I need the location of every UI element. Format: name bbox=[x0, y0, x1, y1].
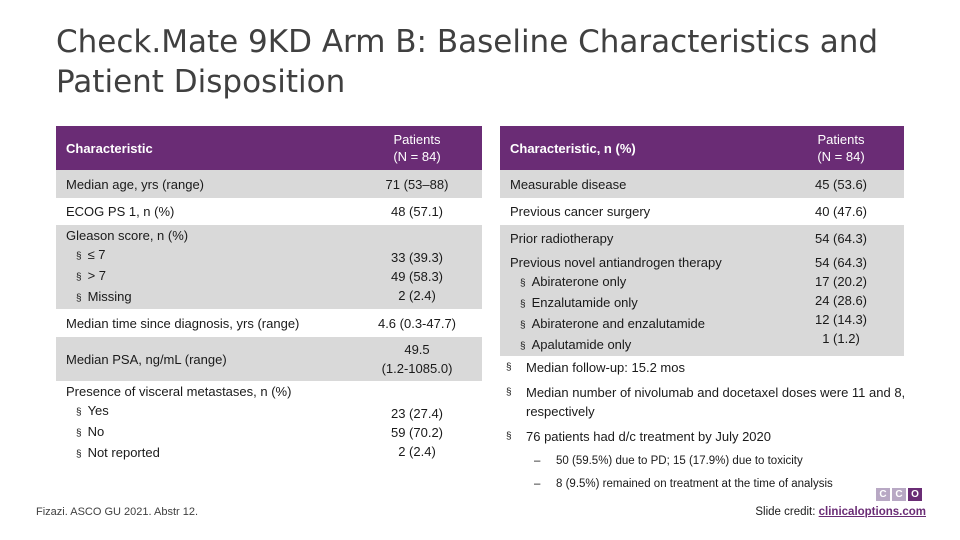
header-patients: Patients (N = 84) bbox=[352, 126, 482, 170]
sub-item: § Yes bbox=[76, 403, 109, 418]
row-label: ECOG PS 1, n (%) bbox=[66, 204, 175, 219]
bullet-icon: § bbox=[506, 431, 512, 442]
bullet-icon: § bbox=[506, 362, 512, 373]
logo-letter: C bbox=[892, 488, 906, 501]
header-characteristic: Characteristic bbox=[56, 126, 352, 170]
logo-letter: C bbox=[876, 488, 890, 501]
credit-link[interactable]: clinicaloptions.com bbox=[818, 506, 926, 518]
bullet-icon: § bbox=[520, 299, 526, 310]
table-row: Prior radiotherapy 54 (64.3) bbox=[500, 225, 904, 251]
row-values: 33 (39.3) 49 (58.3) 2 (2.4) bbox=[352, 225, 482, 309]
dash-icon: – bbox=[534, 455, 541, 467]
row-label-group: Presence of visceral metastases, n (%) §… bbox=[56, 381, 352, 465]
table-row: Gleason score, n (%) § ≤ 7 § > 7 § Missing … bbox=[56, 225, 482, 309]
row-label: Median time since diagnosis, yrs (range) bbox=[66, 315, 300, 331]
sub-item: § Not reported bbox=[76, 445, 160, 460]
sub-bullet-item: – 8 (9.5%) remained on treatment at the … bbox=[500, 477, 910, 492]
sub-item: § ≤ 7 bbox=[76, 247, 106, 262]
header-patients-line1: Patients bbox=[817, 132, 865, 147]
header-patients-line2: (N = 84) bbox=[393, 149, 441, 164]
row-label: Measurable disease bbox=[500, 170, 778, 198]
row-value: 45 (53.6) bbox=[778, 170, 904, 198]
table-row: Median PSA, ng/mL (range) 49.5 (1.2-1085… bbox=[56, 337, 482, 381]
table-row: ECOG PS 1, n (%) 48 (57.1) bbox=[56, 198, 482, 225]
sub-item: § Apalutamide only bbox=[520, 337, 632, 352]
row-values: 54 (64.3) 17 (20.2) 24 (28.6) 12 (14.3) … bbox=[778, 251, 904, 356]
bullet-icon: § bbox=[76, 407, 82, 418]
table-row: Presence of visceral metastases, n (%) §… bbox=[56, 381, 482, 465]
table-row: Measurable disease 45 (53.6) bbox=[500, 170, 904, 198]
bullet-item: § Median follow-up: 15.2 mos bbox=[500, 358, 910, 377]
row-label: Median age, yrs (range) bbox=[56, 170, 352, 198]
bullet-icon: § bbox=[76, 449, 82, 460]
table-header-row: Characteristic, n (%) Patients (N = 84) bbox=[500, 126, 904, 170]
sub-item: § Abiraterone and enzalutamide bbox=[520, 316, 706, 331]
credit-label: Slide credit: bbox=[755, 506, 816, 518]
row-values: 23 (27.4) 59 (70.2) 2 (2.4) bbox=[390, 405, 444, 459]
slide-title: Check.Mate 9KD Arm B: Baseline Character… bbox=[56, 22, 916, 102]
sub-bullet-item: – 50 (59.5%) due to PD; 15 (17.9%) due t… bbox=[500, 454, 910, 469]
bullet-text: Median follow-up: 15.2 mos bbox=[526, 360, 685, 375]
row-label: Presence of visceral metastases, n (%) bbox=[66, 384, 292, 399]
row-value: 49.5 (1.2-1085.0) bbox=[352, 337, 482, 381]
baseline-characteristics-table: Characteristic Patients (N = 84) Median … bbox=[56, 126, 482, 465]
sub-item: § Enzalutamide only bbox=[520, 295, 638, 310]
header-patients-line2: (N = 84) bbox=[817, 149, 865, 164]
sub-item: § Abiraterone only bbox=[520, 274, 627, 289]
slide-credit: Slide credit: clinicaloptions.com bbox=[755, 506, 926, 518]
row-label: Median PSA, ng/mL (range) bbox=[56, 337, 352, 381]
row-value: 71 (53–88) bbox=[352, 170, 482, 198]
bullet-icon: § bbox=[76, 293, 82, 304]
bullet-icon: § bbox=[76, 428, 82, 439]
row-value: 40 (47.6) bbox=[814, 204, 868, 219]
bullet-icon: § bbox=[520, 341, 526, 352]
header-patients: Patients (N = 84) bbox=[778, 126, 904, 170]
sub-bullet-text: 50 (59.5%) due to PD; 15 (17.9%) due to … bbox=[556, 455, 803, 467]
header-characteristic: Characteristic, n (%) bbox=[500, 126, 778, 170]
table-row: Previous cancer surgery 40 (47.6) bbox=[500, 198, 904, 225]
bullet-icon: § bbox=[76, 251, 82, 262]
table-row: Previous novel antiandrogen therapy § Abi… bbox=[500, 251, 904, 356]
table-row: Median age, yrs (range) 71 (53–88) bbox=[56, 170, 482, 198]
slide-title-line2: Patient Disposition bbox=[56, 64, 346, 100]
row-label: Gleason score, n (%) bbox=[66, 228, 189, 243]
sub-item: § Missing bbox=[76, 289, 132, 304]
bullet-text: 76 patients had d/c treatment by July 20… bbox=[526, 429, 771, 444]
bullet-item: § 76 patients had d/c treatment by July … bbox=[500, 427, 910, 446]
sub-item: § No bbox=[76, 424, 105, 439]
header-patients-line1: Patients bbox=[393, 132, 441, 147]
row-label: Previous cancer surgery bbox=[510, 204, 651, 219]
logo-letter: O bbox=[908, 488, 922, 501]
citation: Fizazi. ASCO GU 2021. Abstr 12. bbox=[36, 506, 199, 518]
row-label-group: Gleason score, n (%) § ≤ 7 § > 7 § Missing bbox=[56, 225, 352, 309]
disposition-bullets: § Median follow-up: 15.2 mos § Median nu… bbox=[500, 358, 910, 500]
bullet-icon: § bbox=[76, 272, 82, 283]
sub-bullet-text: 8 (9.5%) remained on treatment at the ti… bbox=[556, 478, 833, 490]
slide-title-line1: Check.Mate 9KD Arm B: Baseline Character… bbox=[56, 24, 879, 60]
cco-logo: C C O bbox=[876, 488, 922, 501]
bullet-item: § Median number of nivolumab and docetax… bbox=[500, 383, 910, 421]
table-row: Median time since diagnosis, yrs (range)… bbox=[56, 309, 482, 337]
row-value: 54 (64.3) bbox=[778, 225, 904, 251]
row-label: Prior radiotherapy bbox=[500, 225, 778, 251]
sub-item: § > 7 bbox=[76, 268, 106, 283]
bullet-icon: § bbox=[506, 387, 512, 398]
bullet-icon: § bbox=[520, 320, 526, 331]
row-label: Previous novel antiandrogen therapy bbox=[510, 255, 722, 270]
characteristics-table-right: Characteristic, n (%) Patients (N = 84) … bbox=[500, 126, 904, 356]
bullet-text: Median number of nivolumab and docetaxel… bbox=[526, 385, 906, 419]
row-label-group: Previous novel antiandrogen therapy § Abi… bbox=[500, 251, 778, 356]
row-value: 4.6 (0.3-47.7) bbox=[377, 315, 457, 331]
dash-icon: – bbox=[534, 478, 541, 490]
table-header-row: Characteristic Patients (N = 84) bbox=[56, 126, 482, 170]
bullet-icon: § bbox=[520, 278, 526, 289]
row-value: 48 (57.1) bbox=[390, 204, 444, 219]
